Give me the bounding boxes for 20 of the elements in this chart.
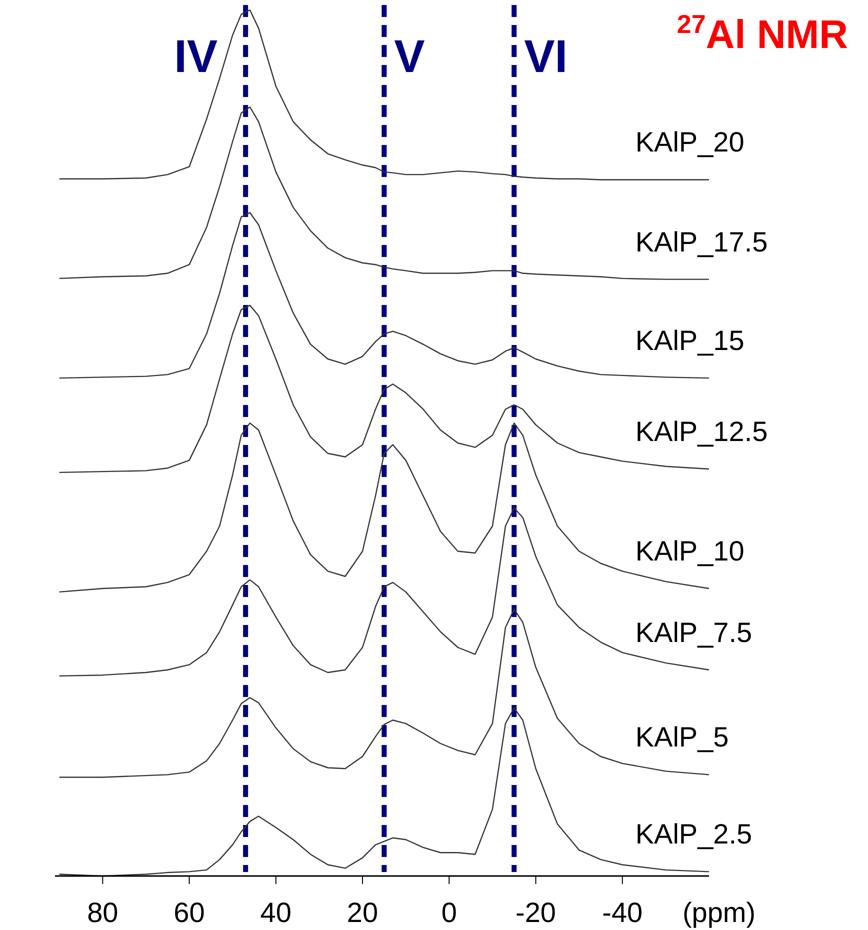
x-tick-label: -20 <box>516 897 556 928</box>
x-tick-label: 40 <box>260 897 292 928</box>
x-tick-label: 20 <box>346 897 378 928</box>
series-label: KAlP_20 <box>635 126 744 158</box>
ref-line-label: V <box>394 30 426 82</box>
ref-line-label: VI <box>524 30 568 82</box>
series-label: KAlP_7.5 <box>635 616 752 648</box>
x-tick-label: 80 <box>87 897 118 928</box>
series-label: KAlP_17.5 <box>635 226 768 258</box>
x-tick-label: -40 <box>602 897 643 928</box>
x-tick-label: 0 <box>441 897 457 928</box>
series-label: KAlP_12.5 <box>635 416 768 447</box>
series-label: KAlP_10 <box>635 535 744 566</box>
series-label: KAlP_15 <box>635 325 744 356</box>
chart-title: $^{27}$Al NMR <box>676 9 848 57</box>
ref-line-label: IV <box>174 30 218 82</box>
x-tick-label: 60 <box>174 897 205 928</box>
series-label: KAlP_2.5 <box>635 818 752 850</box>
x-axis-title: (ppm) <box>682 897 756 928</box>
series-label: KAlP_5 <box>635 722 729 753</box>
